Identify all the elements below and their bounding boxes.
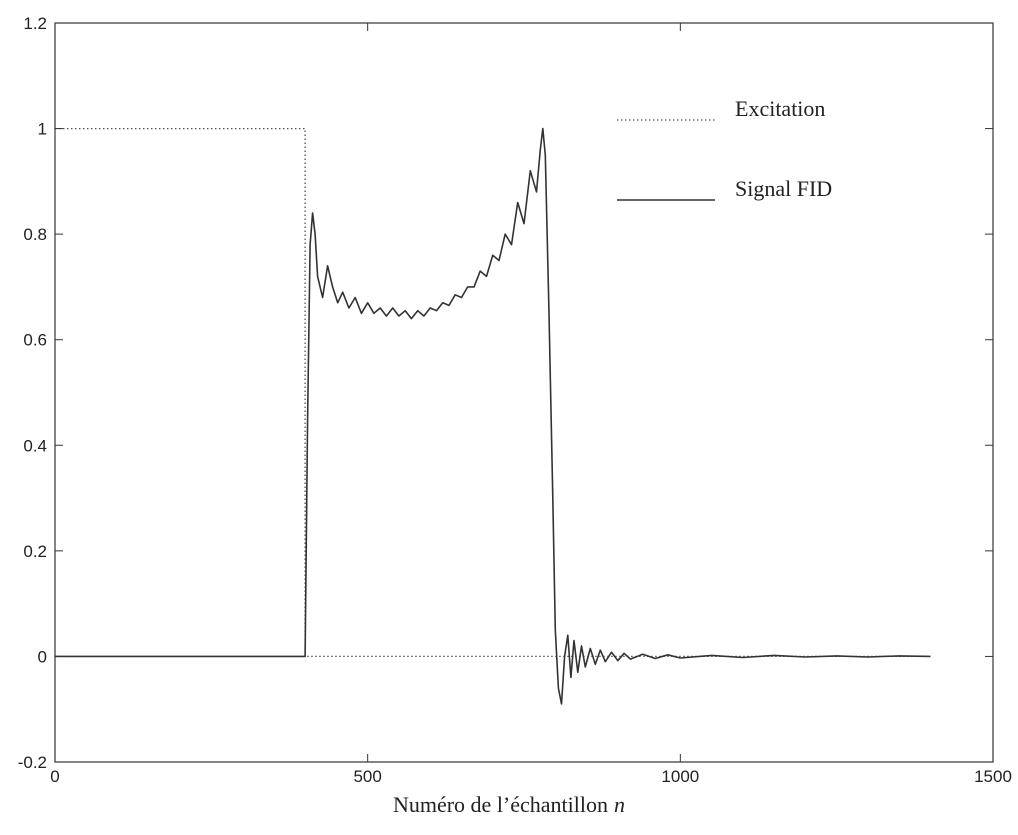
y-tick-label: 0.2 <box>23 542 47 561</box>
x-axis-title-variable: n <box>614 792 625 817</box>
legend: Excitation Signal FID <box>617 96 832 201</box>
y-tick-label: -0.2 <box>18 753 47 772</box>
x-tick-label: 1500 <box>974 767 1012 786</box>
y-tick-label: 1 <box>38 120 47 139</box>
y-tick-label: 0.6 <box>23 331 47 350</box>
series-signal-fid <box>55 127 931 705</box>
y-tick-label: 0 <box>38 647 47 666</box>
legend-label-excitation: Excitation <box>735 96 825 121</box>
x-axis-title: Numéro de l’échantillon n <box>393 792 625 817</box>
plot-area <box>55 127 931 705</box>
series-excitation <box>55 127 931 658</box>
plot-frame <box>54 22 994 763</box>
x-tick-label: 500 <box>353 767 381 786</box>
y-tick-label: 1.2 <box>23 14 47 33</box>
x-tick-label: 1000 <box>661 767 699 786</box>
y-tick-label: 0.4 <box>23 436 47 455</box>
legend-label-signal-fid: Signal FID <box>735 176 832 201</box>
axes: 0 500 1000 1500-0.200.20.40.60.811.2 <box>18 14 1012 786</box>
x-axis-title-text: Numéro de l’échantillon <box>393 792 608 817</box>
x-tick-label: 0 <box>50 767 59 786</box>
y-tick-label: 0.8 <box>23 225 47 244</box>
